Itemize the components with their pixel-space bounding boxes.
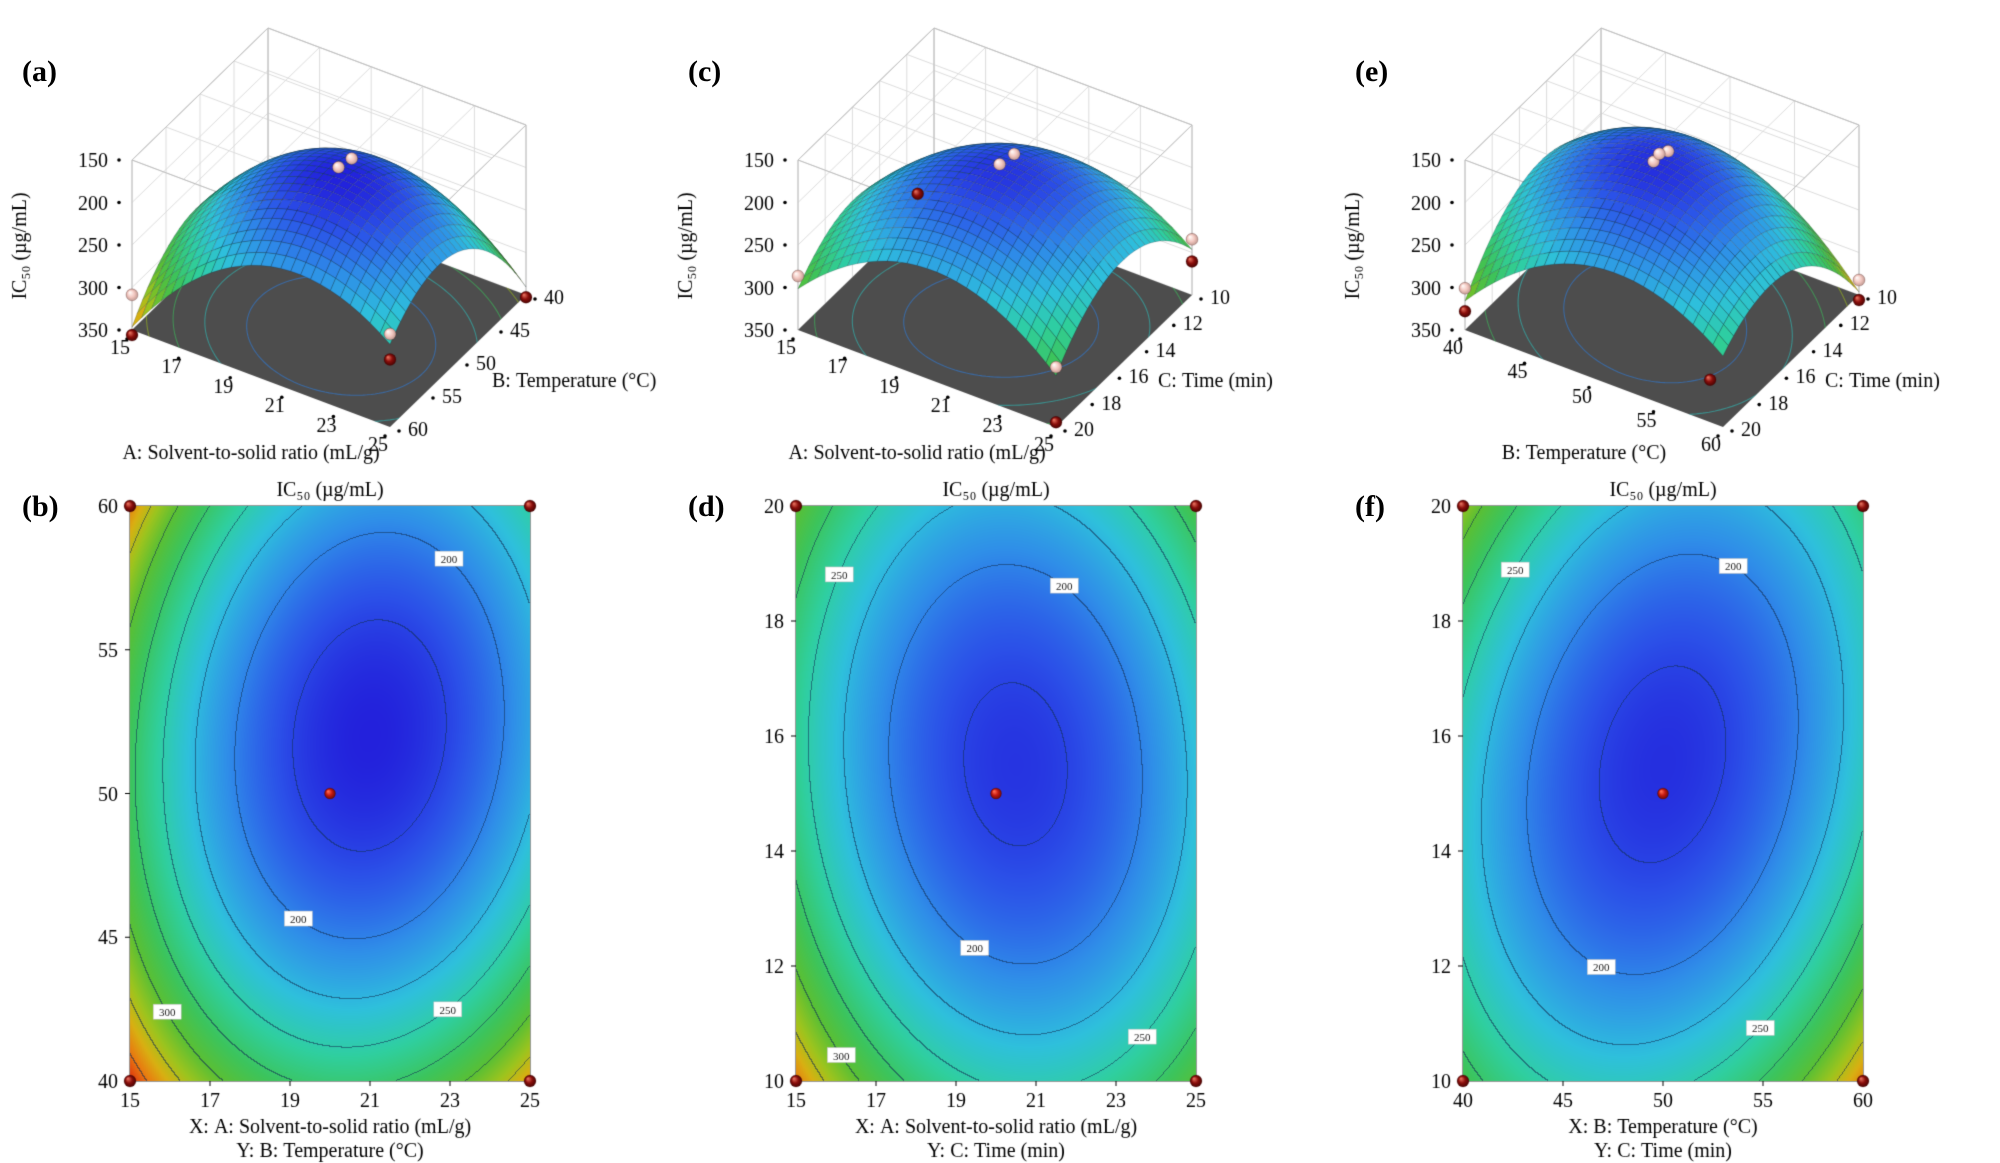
panel-label-e: (e) (1355, 55, 1389, 88)
panel-label-f: (f) (1355, 490, 1385, 523)
panel-c: (c) (666, 0, 1326, 478)
contour-plot-b (0, 478, 660, 1163)
surface-plot-a (0, 0, 660, 478)
panel-b: (b) (0, 478, 660, 1163)
panel-label-a: (a) (22, 55, 57, 88)
panel-label-b: (b) (22, 490, 59, 523)
panel-label-c: (c) (688, 55, 722, 88)
panel-e: (e) (1333, 0, 1993, 478)
contour-plot-d (666, 478, 1326, 1163)
panel-f: (f) (1333, 478, 1993, 1163)
panel-label-d: (d) (688, 490, 725, 523)
surface-plot-e (1333, 0, 1993, 478)
contour-plot-f (1333, 478, 1993, 1163)
panel-d: (d) (666, 478, 1326, 1163)
panel-a: (a) (0, 0, 660, 478)
surface-plot-c (666, 0, 1326, 478)
